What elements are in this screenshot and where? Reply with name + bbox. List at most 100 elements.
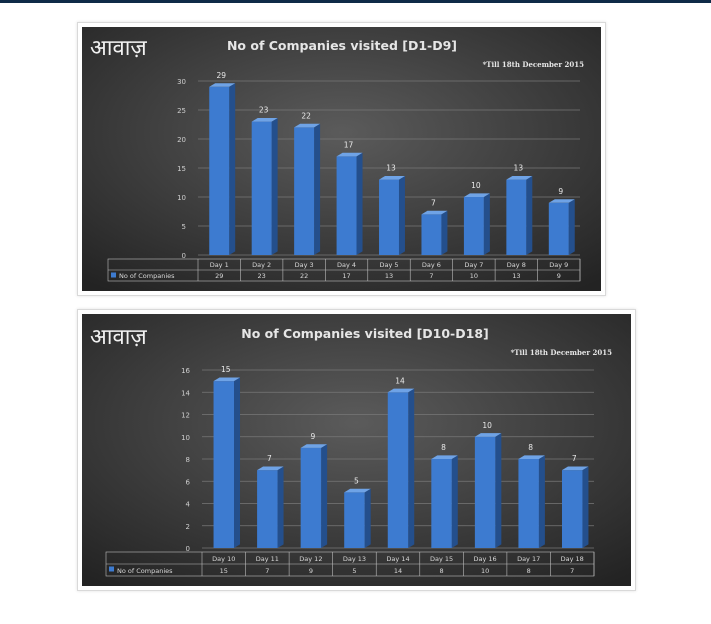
bar <box>506 176 533 255</box>
bar <box>463 193 490 255</box>
y-tick-label: 4 <box>186 501 191 509</box>
chart-subtitle: *Till 18th December 2015 <box>483 60 585 69</box>
data-label: 7 <box>267 454 272 463</box>
data-label: 9 <box>310 432 315 441</box>
data-label: 22 <box>301 111 311 120</box>
chart-d1-d9: आवाज़ No of Companies visited [D1-D9] *Til… <box>82 27 601 291</box>
bar-top <box>294 123 321 128</box>
bar-top <box>300 444 328 448</box>
bar-top <box>387 388 415 393</box>
bar-side <box>277 466 284 548</box>
bar-front <box>336 156 357 255</box>
category-label: Day 2 <box>252 261 271 269</box>
bar-side <box>441 210 448 255</box>
bar <box>344 488 371 548</box>
data-label: 8 <box>441 443 446 452</box>
bar-front <box>463 197 484 255</box>
data-label: 7 <box>431 198 436 207</box>
bar-top <box>213 377 241 382</box>
bar-front <box>506 179 527 255</box>
bar-top <box>251 118 278 122</box>
bar-front <box>251 121 272 255</box>
category-label: Day 16 <box>474 555 497 563</box>
chart-subtitle: *Till 18th December 2015 <box>511 348 613 357</box>
table-value: 14 <box>394 567 402 575</box>
bar <box>209 83 236 255</box>
bar-top <box>463 193 490 197</box>
table-value: 15 <box>220 567 228 575</box>
category-label: Day 8 <box>507 261 526 269</box>
chart-card-d10-d18: आवाज़ No of Companies visited [D10-D18] *T… <box>77 309 636 591</box>
bar-top <box>379 176 405 180</box>
bar <box>421 210 448 255</box>
bar <box>294 123 321 255</box>
category-label: Day 7 <box>464 261 483 269</box>
table-value: 10 <box>470 272 478 280</box>
y-tick-label: 10 <box>181 434 190 442</box>
data-label: 29 <box>216 71 226 80</box>
bar <box>300 444 328 548</box>
y-tick-label: 15 <box>177 165 186 173</box>
table-value: 9 <box>557 272 561 280</box>
chart-title: No of Companies visited [D10-D18] <box>241 326 488 341</box>
bar <box>251 118 278 255</box>
bar-front <box>379 179 399 255</box>
bar-top <box>257 466 284 471</box>
data-label: 13 <box>514 164 524 173</box>
category-label: Day 18 <box>561 555 584 563</box>
bar-side <box>526 176 533 255</box>
data-label: 7 <box>572 454 577 463</box>
bar-top <box>344 488 371 493</box>
category-label: Day 10 <box>212 555 235 563</box>
bar-top <box>421 210 448 215</box>
data-label: 17 <box>344 140 354 149</box>
bar-front <box>518 459 539 548</box>
data-table <box>105 551 595 577</box>
bar-front <box>213 381 235 548</box>
category-label: Day 11 <box>256 555 279 563</box>
category-label: Day 4 <box>337 261 356 269</box>
bar-side <box>234 377 241 548</box>
y-tick-label: 5 <box>182 223 186 231</box>
table-value: 8 <box>439 567 443 575</box>
bar-side <box>408 388 415 548</box>
table-value: 7 <box>570 567 574 575</box>
table-value: 7 <box>429 272 433 280</box>
bar-top <box>506 176 533 180</box>
bar-front <box>209 86 230 255</box>
bar-top <box>209 83 236 87</box>
bar-side <box>451 455 458 548</box>
brand-logo: आवाज़ <box>90 36 147 61</box>
table-value: 13 <box>385 272 393 280</box>
bar-side <box>321 444 328 548</box>
table-value: 29 <box>215 272 223 280</box>
data-label: 23 <box>259 106 269 115</box>
chart-d10-d18: आवाज़ No of Companies visited [D10-D18] *T… <box>82 314 631 586</box>
y-tick-label: 12 <box>181 412 190 420</box>
y-tick-label: 0 <box>182 252 186 260</box>
y-tick-label: 20 <box>177 136 186 144</box>
bar-side <box>582 466 589 548</box>
bar-top <box>548 199 575 203</box>
series-name: No of Companies <box>119 272 175 280</box>
category-label: Day 13 <box>343 555 366 563</box>
data-label: 8 <box>528 443 533 452</box>
y-tick-label: 10 <box>177 194 186 202</box>
bar-side <box>568 199 575 255</box>
data-label: 5 <box>354 476 359 485</box>
table-value: 5 <box>352 567 356 575</box>
bar-side <box>364 488 371 548</box>
category-label: Day 1 <box>210 261 229 269</box>
bar-side <box>271 118 278 255</box>
bar-front <box>548 202 569 255</box>
brand-logo: आवाज़ <box>90 325 147 350</box>
table-value: 9 <box>309 567 313 575</box>
bar-top <box>336 152 363 157</box>
chart-card-d1-d9: आवाज़ No of Companies visited [D1-D9] *Til… <box>77 22 606 296</box>
data-label: 10 <box>482 421 492 430</box>
bar <box>336 152 363 255</box>
bar-top <box>431 455 458 459</box>
data-label: 14 <box>395 376 405 385</box>
bars <box>213 377 589 548</box>
category-label: Day 15 <box>430 555 453 563</box>
